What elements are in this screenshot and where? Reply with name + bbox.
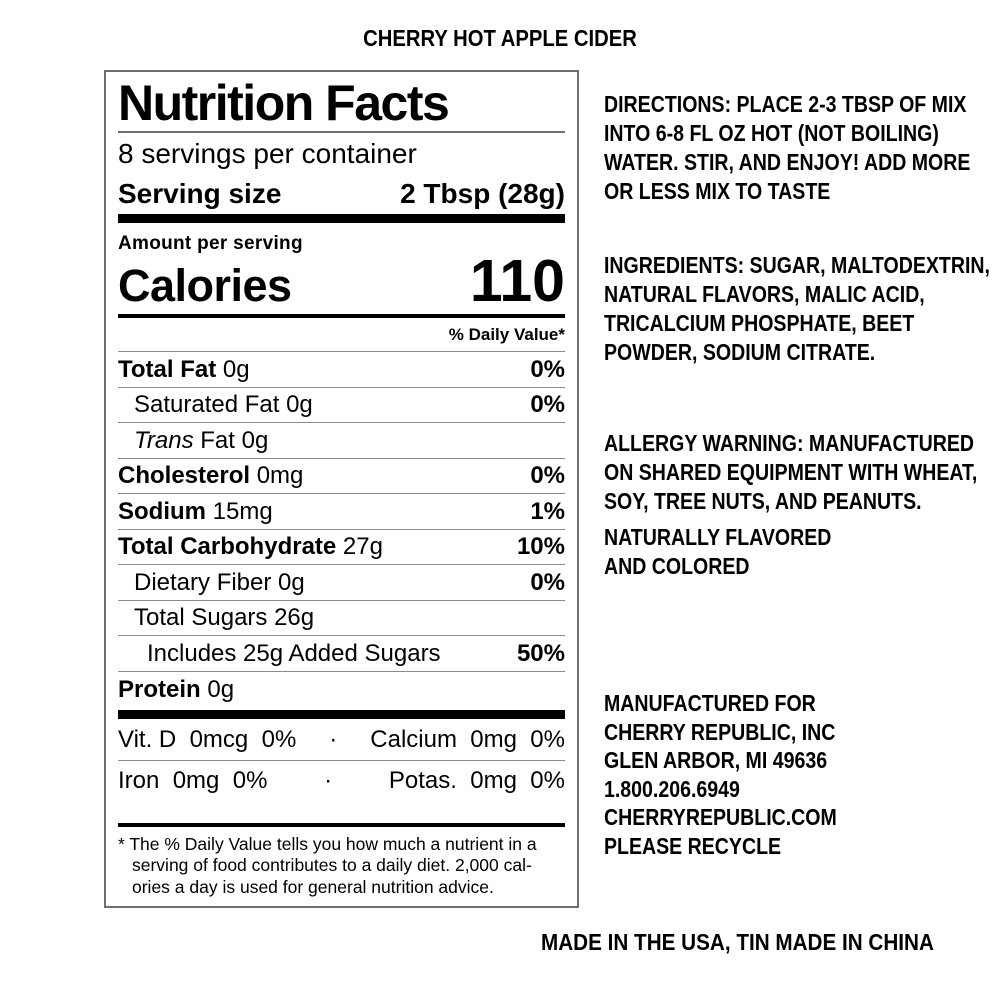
separator-dot: · <box>324 767 333 795</box>
vitamin-row-1: Iron 0mg 0% · Potas. 0mg 0% <box>118 760 565 801</box>
vitamin-row-0: Vit. D 0mcg 0% · Calcium 0mg 0% <box>118 719 565 760</box>
nutrient-name: Protein 0g <box>118 675 235 703</box>
ingredients-label: INGREDIENTS: <box>604 252 750 278</box>
thick-divider <box>118 710 565 720</box>
nutrient-row-total-fat: Total Fat 0g 0% <box>118 352 565 388</box>
medium-divider <box>118 822 565 827</box>
nutrient-row-trans-fat: Trans Fat 0g <box>118 423 565 459</box>
nutrient-row-saturated-fat: Saturated Fat 0g 0% <box>118 388 565 424</box>
amount-per-serving-label: Amount per serving <box>118 233 303 254</box>
daily-value-percent: 50% <box>516 639 565 667</box>
nutrient-name: Cholesterol 0mg <box>118 462 304 489</box>
nutrient-rows: Total Fat 0g 0% Saturated Fat 0g 0% Trans Fa… <box>118 352 565 707</box>
medium-divider <box>118 314 565 319</box>
daily-value-percent: 1% <box>530 497 565 525</box>
nutrient-name: Dietary Fiber 0g <box>134 568 305 596</box>
daily-value-percent: 0% <box>530 462 565 489</box>
vitamin-left: Iron 0mg 0% <box>118 767 268 795</box>
daily-value-percent: 10% <box>516 533 565 560</box>
nutrient-row-dietary-fiber: Dietary Fiber 0g 0% <box>118 565 565 601</box>
vitamin-right: Potas. 0mg 0% <box>388 767 565 795</box>
calories-label: Calories <box>118 260 292 311</box>
directions-block: DIRECTIONS: PLACE 2-3 TBSP OF MIX INTO 6… <box>604 90 1000 206</box>
nutrient-row-sodium: Sodium 15mg 1% <box>118 494 565 530</box>
ingredients-text: SUGAR, MALTODEXTRIN, NATURAL FLAVORS, MA… <box>604 252 990 365</box>
nutrient-row-cholesterol: Cholesterol 0mg 0% <box>118 459 565 495</box>
nutrient-row-includes-25g-added-sugars: Includes 25g Added Sugars 50% <box>118 636 565 672</box>
product-title: CHERRY HOT APPLE CIDER <box>363 25 637 51</box>
nutrient-row-total-carbohydrate: Total Carbohydrate 27g 10% <box>118 530 565 566</box>
vitamin-right: Calcium 0mg 0% <box>370 725 565 753</box>
allergy-warning-label: ALLERGY WARNING: <box>604 430 809 456</box>
nutrient-name: Includes 25g Added Sugars <box>147 639 441 667</box>
directions-label: DIRECTIONS: <box>604 91 737 117</box>
serving-size-label: Serving size <box>118 178 282 209</box>
thick-divider <box>118 214 565 223</box>
nutrient-name: Total Fat 0g <box>118 355 250 383</box>
nutrient-name: Sodium 15mg <box>118 497 273 525</box>
allergy-warning-text: MANUFACTURED ON SHARED EQUIPMENT WITH WH… <box>604 430 978 514</box>
servings-per-container: 8 servings per container <box>118 138 417 169</box>
naturally-flavored-text: NATURALLY FLAVORED AND COLORED <box>604 524 832 579</box>
nutrient-name: Total Carbohydrate 27g <box>118 533 383 560</box>
calories-row: Calories 110 <box>118 248 565 314</box>
made-in-line: MADE IN THE USA, TIN MADE IN CHINA <box>541 929 934 955</box>
nutrient-name: Total Sugars 26g <box>134 604 315 631</box>
separator-dot: · <box>329 725 338 753</box>
daily-value-percent: 0% <box>530 568 565 596</box>
daily-value-header: % Daily Value* <box>118 318 565 353</box>
manufacturer-block: MANUFACTURED FOR CHERRY REPUBLIC, INC GL… <box>604 689 1000 860</box>
vitamin-rows: Vit. D 0mcg 0% · Calcium 0mg 0% Iron 0mg 0%… <box>118 719 565 801</box>
daily-value-percent: 0% <box>530 391 565 418</box>
nutrition-facts-panel: Nutrition Facts 8 servings per container… <box>104 70 579 908</box>
manufacturer-text: MANUFACTURED FOR CHERRY REPUBLIC, INC GL… <box>604 690 837 859</box>
daily-value-footnote: * The % Daily Value tells you how much a… <box>118 833 537 897</box>
allergy-warning-block: ALLERGY WARNING: MANUFACTURED ON SHARED … <box>604 429 1000 516</box>
daily-value-percent: 0% <box>530 355 565 383</box>
serving-size-row: Serving size 2 Tbsp (28g) <box>118 174 565 214</box>
nutrient-row-protein: Protein 0g <box>118 672 565 708</box>
nutrient-row-total-sugars: Total Sugars 26g <box>118 601 565 637</box>
nutrient-name: Saturated Fat 0g <box>134 391 313 418</box>
vitamin-left: Vit. D 0mcg 0% <box>118 725 297 753</box>
directions-text: PLACE 2-3 TBSP OF MIX INTO 6-8 FL OZ HOT… <box>604 91 971 204</box>
serving-size-value: 2 Tbsp (28g) <box>400 178 565 209</box>
naturally-flavored-block: NATURALLY FLAVORED AND COLORED <box>604 523 1000 581</box>
nutrition-facts-title: Nutrition Facts <box>118 75 450 131</box>
nutrient-name: Trans Fat 0g <box>134 426 269 454</box>
calories-value: 110 <box>469 248 565 314</box>
title-rule <box>118 131 565 133</box>
ingredients-block: INGREDIENTS: SUGAR, MALTODEXTRIN, NATURA… <box>604 251 1000 367</box>
